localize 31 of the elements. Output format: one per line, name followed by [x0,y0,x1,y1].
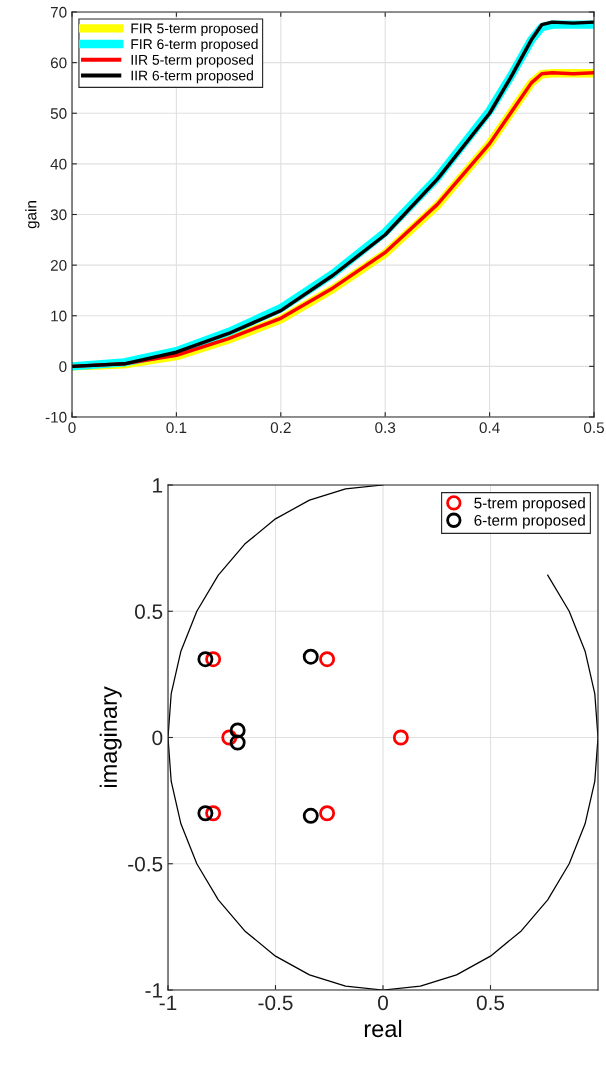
x-tick-label: 0 [378,995,388,1011]
y-tick-label: 50 [50,108,67,119]
legend-label: FIR 5-term proposed [131,23,258,37]
y-tick-label: 70 [50,6,67,18]
legend-label: 5-trem proposed [474,497,585,512]
y-tick-label: -10 [45,411,67,423]
x-tick-label: -0.5 [258,995,293,1011]
legend-label: IIR 6-term proposed [131,70,253,84]
y-axis-title: gain [25,201,40,229]
legend-label: IIR 5-term proposed [131,54,253,68]
legend-label: 6-term proposed [474,514,585,529]
y-tick-label: 40 [50,158,67,170]
x-tick-label: 0 [68,422,76,434]
y-tick-label: 10 [51,310,67,322]
x-tick-label: 0.2 [270,422,291,434]
legend-label: FIR 6-term proposed [131,38,258,52]
y-tick-label: 20 [50,259,67,271]
x-tick-label: 0.1 [166,422,187,434]
x-tick-label: 0.5 [583,422,604,434]
x-tick-label: 0.3 [375,422,396,434]
y-tick-label: 30 [50,209,67,221]
y-tick-label: 60 [50,57,67,69]
x-tick-label: 0.4 [479,422,500,434]
x-axis-title: real [364,1019,402,1038]
x-tick-label: 0.5 [476,995,505,1011]
y-tick-label: 1 [153,478,163,493]
y-tick-label: 0.5 [134,604,163,619]
y-tick-label: -0.5 [128,856,163,872]
y-tick-label: 0 [152,730,163,746]
y-tick-label: 0 [59,361,67,373]
y-axis-title: imaginary [99,686,122,788]
